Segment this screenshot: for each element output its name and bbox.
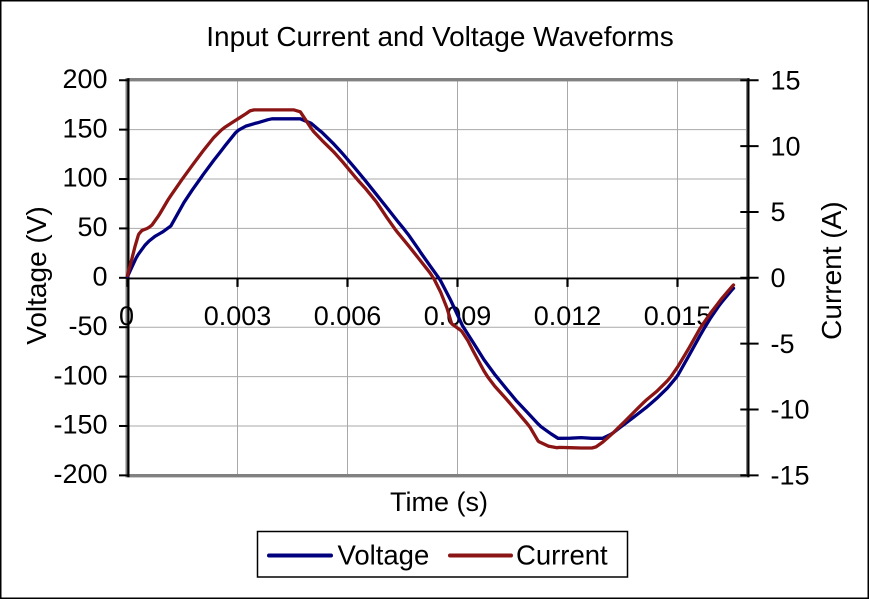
svg-text:-100: -100	[53, 360, 107, 390]
svg-text:10: 10	[771, 131, 801, 161]
svg-text:0.003: 0.003	[204, 301, 272, 331]
svg-text:150: 150	[62, 113, 107, 143]
svg-text:-50: -50	[68, 311, 107, 341]
svg-text:0.012: 0.012	[534, 301, 602, 331]
svg-text:0: 0	[92, 262, 107, 292]
svg-text:Voltage: Voltage	[338, 540, 430, 571]
svg-text:0: 0	[771, 263, 786, 293]
svg-text:-200: -200	[53, 459, 107, 489]
svg-text:Voltage (V): Voltage (V)	[21, 206, 52, 345]
svg-text:Time (s): Time (s)	[390, 487, 488, 517]
svg-text:-150: -150	[53, 410, 107, 440]
svg-text:-15: -15	[771, 461, 810, 491]
svg-text:0.006: 0.006	[314, 301, 382, 331]
svg-text:15: 15	[771, 65, 801, 95]
svg-text:Input Current and Voltage Wave: Input Current and Voltage Waveforms	[206, 21, 673, 52]
svg-text:50: 50	[77, 212, 107, 242]
svg-text:Current: Current	[516, 540, 608, 571]
svg-text:Current (A): Current (A)	[816, 201, 847, 339]
svg-text:200: 200	[62, 64, 107, 94]
svg-text:0: 0	[119, 301, 134, 331]
svg-text:100: 100	[62, 163, 107, 193]
svg-text:-10: -10	[771, 395, 810, 425]
svg-text:-5: -5	[771, 329, 795, 359]
svg-text:5: 5	[771, 197, 786, 227]
